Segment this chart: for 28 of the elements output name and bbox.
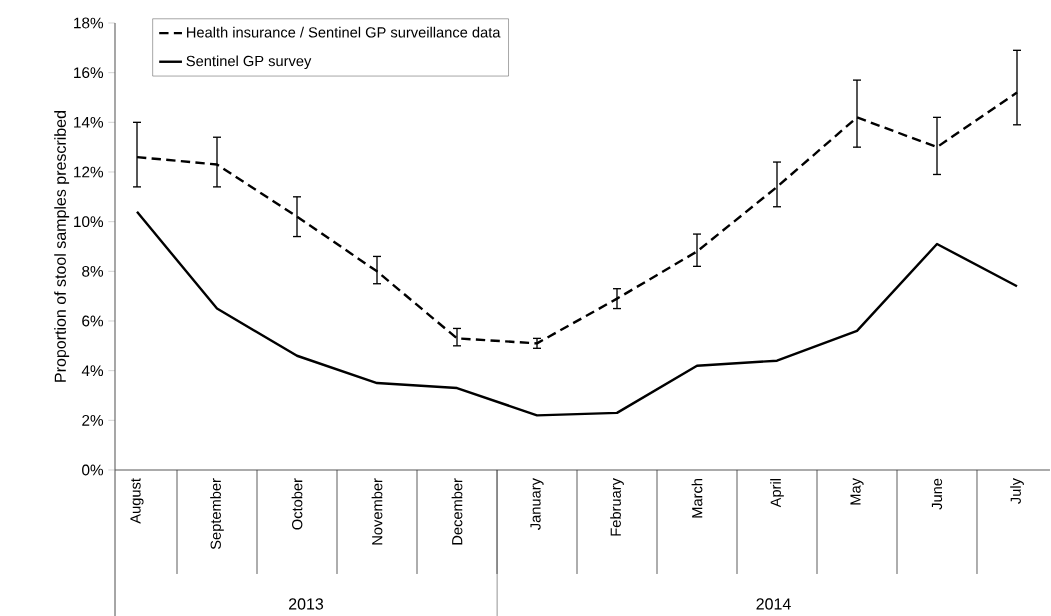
y-tick-label: 0% [82,464,104,476]
x-tick-label: March [691,479,703,518]
y-tick-label: 18% [74,17,104,29]
y-tick-label: 12% [74,166,104,178]
x-tick-label: May [850,478,864,505]
x-tick-label: February [610,478,624,536]
text: 2013 [289,598,324,610]
text: 2014 [756,598,791,610]
y-axis-title: Proportion of stool samples prescribed [54,111,70,382]
y-tick-label: 16% [74,67,104,79]
y-tick-label: 4% [81,365,104,377]
y-tick-label: 10% [74,216,104,228]
x-tick-label: September [210,478,224,550]
y-tick-label: 8% [82,265,104,277]
legend-label: Health insurance / Sentinel GP surveillance data [187,26,501,38]
y-tick-label: 2% [82,414,104,426]
legend-label: Sentinel GP survey [186,55,312,70]
x-tick-label: October [291,478,303,530]
x-tick-label: August [130,478,144,524]
x-tick-label: December [451,478,463,545]
y-tick-label: 14% [74,116,104,128]
x-tick-label: April [770,479,784,508]
x-tick-label: June [931,478,943,510]
x-tick-label: November [371,478,383,545]
line-series [135,210,1019,417]
y-tick-label: 6% [82,315,104,327]
x-tick-label: January [530,478,544,530]
x-tick-label: July [1010,478,1024,504]
